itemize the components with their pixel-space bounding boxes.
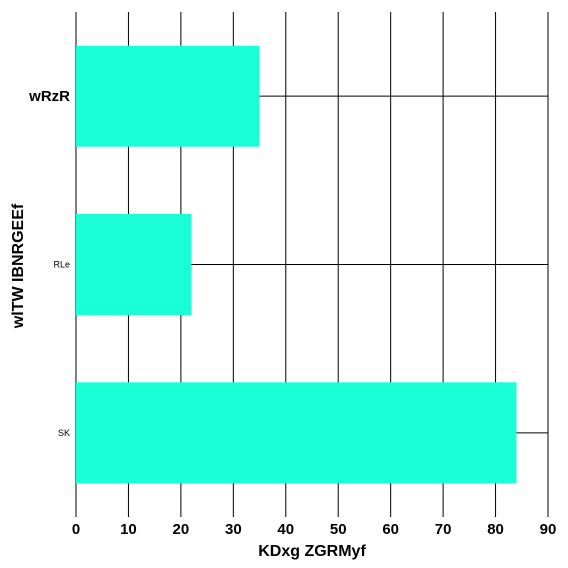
x-tick-label: 10	[120, 521, 137, 538]
x-tick-label: 20	[173, 521, 190, 538]
x-tick-label: 30	[225, 521, 242, 538]
y-tick-label: wRzR	[28, 88, 70, 105]
y-axis-title: wlTW IBNRGEEf	[10, 203, 27, 329]
y-tick-label: RLe	[53, 260, 70, 270]
x-tick-label: 90	[540, 521, 557, 538]
y-tick-labels: wRzR RLe SK	[28, 88, 70, 438]
x-tick-labels: 0 10 20 30 40 50 60 70 80 90	[72, 521, 557, 538]
x-tick-label: 70	[435, 521, 452, 538]
bar-rle	[76, 214, 192, 315]
x-tick-label: 40	[277, 521, 294, 538]
bars	[76, 45, 517, 484]
bar-sk	[76, 382, 517, 484]
x-tick-label: 80	[487, 521, 504, 538]
x-tick-label: 50	[330, 521, 347, 538]
y-tick-label: SK	[58, 428, 70, 438]
x-axis-title: KDxg ZGRMyf	[258, 543, 366, 560]
bar-wrzr	[76, 45, 260, 147]
x-tick-label: 60	[382, 521, 399, 538]
x-tick-label: 0	[72, 521, 80, 538]
